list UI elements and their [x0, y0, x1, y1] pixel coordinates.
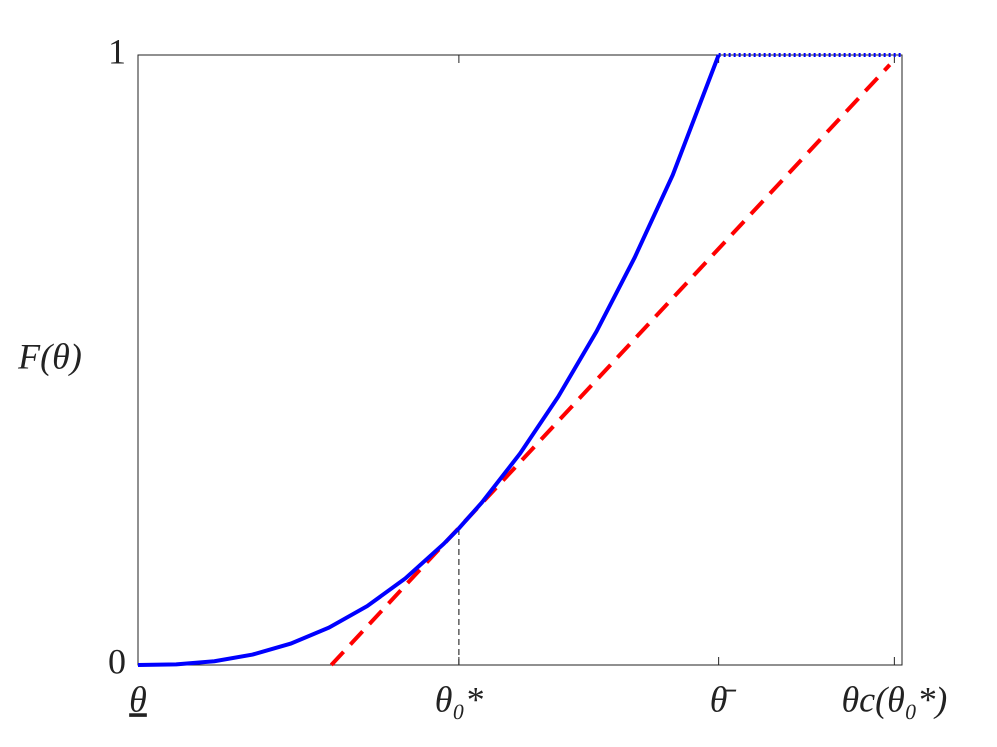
x-tick-label: θc(θ₀*)	[841, 679, 947, 719]
y-tick-label: 0	[108, 641, 126, 681]
x-tick-label: θ̄	[710, 679, 737, 719]
y-axis-label: F(θ)	[17, 336, 82, 376]
x-tick-label: θ	[129, 679, 147, 719]
y-tick-label: 1	[108, 31, 126, 71]
plot-frame	[137, 54, 903, 666]
x-tick-label: θ₀*	[435, 679, 483, 719]
line-series	[329, 63, 892, 667]
line-series	[137, 54, 721, 667]
